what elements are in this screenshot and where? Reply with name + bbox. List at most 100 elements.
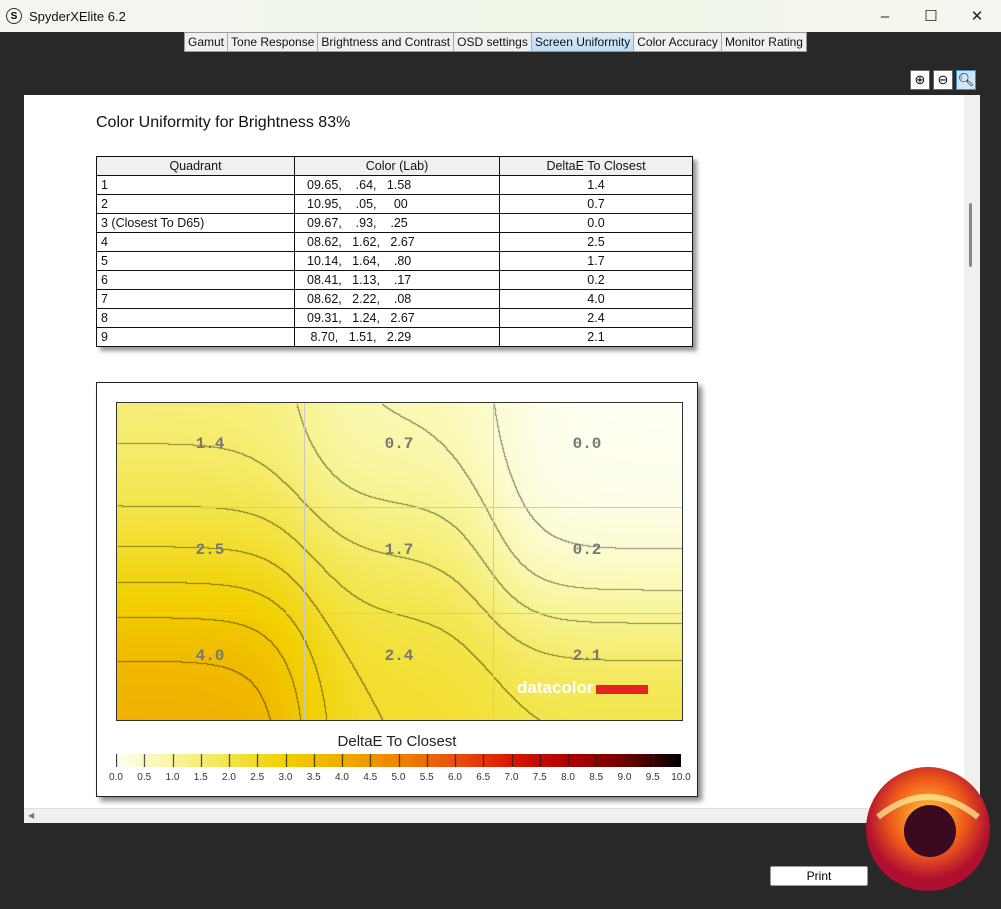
colorbar-tick-label: 1.0 [165, 772, 180, 783]
tab-bar: Gamut Tone Response Brightness and Contr… [184, 32, 807, 52]
colorbar-tick-label: 9.0 [617, 772, 632, 783]
tab-gamut[interactable]: Gamut [185, 33, 229, 51]
col-header: DeltaE To Closest [499, 156, 693, 176]
vertical-scrollbar[interactable] [964, 95, 980, 808]
zoom-out-icon[interactable]: ⊖ [933, 70, 953, 90]
lab-cell: 09.67, .93, .25 [294, 213, 500, 233]
colorbar-title: DeltaE To Closest [337, 733, 457, 750]
horizontal-scrollbar[interactable]: ◀ [24, 808, 980, 823]
quadrant-cell: 6 [96, 270, 295, 290]
table-row: 2 10.95, .05, 00 0.7 [96, 194, 693, 214]
report-title: Color Uniformity for Brightness 83% [96, 114, 351, 131]
watermark-logo [866, 767, 990, 891]
zoom-in-icon[interactable]: ⊕ [910, 70, 930, 90]
col-header: Color (Lab) [294, 156, 500, 176]
colorbar-tick-label: 5.0 [391, 772, 406, 783]
lab-cell: 08.62, 2.22, .08 [294, 289, 500, 309]
colorbar-tick-label: 0.0 [109, 772, 123, 783]
table-row: 7 08.62, 2.22, .08 4.0 [96, 289, 693, 309]
colorbar-tick-label: 5.5 [419, 772, 434, 783]
colorbar-tick-label: 6.5 [476, 772, 491, 783]
tab-osd-settings[interactable]: OSD settings [454, 33, 532, 51]
lab-cell: 09.31, 1.24, 2.67 [294, 308, 500, 328]
cell-value-label: 1.7 [384, 541, 414, 559]
lab-cell: 08.62, 1.62, 2.67 [294, 232, 500, 252]
grid-line [304, 403, 305, 720]
colorbar-tick-label: 2.5 [250, 772, 265, 783]
quadrant-cell: 5 [96, 251, 295, 271]
cell-value-label: 2.5 [195, 541, 225, 559]
quadrant-cell: 7 [96, 289, 295, 309]
table-row: 9 8.70, 1.51, 2.29 2.1 [96, 327, 693, 347]
cell-value-label: 4.0 [195, 647, 225, 665]
grid-line [117, 613, 682, 614]
deltae-cell: 1.7 [499, 251, 693, 271]
cell-value-label: 2.1 [572, 647, 602, 665]
colorbar-tick-label: 0.5 [137, 772, 152, 783]
quadrant-cell: 9 [96, 327, 295, 347]
uniformity-chart: 1.4 0.7 0.0 2.5 1.7 0.2 4.0 2.4 2.1 datacolor De… [96, 382, 698, 797]
colorbar-tick-label: 3.0 [278, 772, 293, 783]
app-icon: S [6, 8, 22, 24]
deltae-cell: 2.5 [499, 232, 693, 252]
grid-line [493, 403, 494, 720]
scroll-left-icon[interactable]: ◀ [28, 811, 35, 820]
cell-value-label: 0.0 [572, 435, 602, 453]
uniformity-table: Quadrant Color (Lab) DeltaE To Closest 1… [96, 156, 693, 347]
tab-brightness-contrast[interactable]: Brightness and Contrast [318, 33, 455, 51]
close-button[interactable]: ✕ [970, 8, 984, 25]
lab-cell: 10.95, .05, 00 [294, 194, 500, 214]
tab-color-accuracy[interactable]: Color Accuracy [634, 33, 722, 51]
deltae-cell: 2.1 [499, 327, 693, 347]
colorbar-tick-label: 9.5 [645, 772, 660, 783]
colorbar-tick-label: 3.5 [306, 772, 321, 783]
scroll-thumb[interactable] [969, 203, 972, 267]
colorbar-tick-label: 2.0 [222, 772, 236, 783]
table-row: 6 08.41, 1.13, .17 0.2 [96, 270, 693, 290]
table-row: 3 (Closest To D65) 09.67, .93, .25 0.0 [96, 213, 693, 233]
col-header: Quadrant [96, 156, 295, 176]
cell-value-label: 1.4 [195, 435, 225, 453]
colorbar-tick-label: 7.5 [532, 772, 547, 783]
cell-value-label: 0.2 [572, 541, 602, 559]
lab-cell: 08.41, 1.13, .17 [294, 270, 500, 290]
quadrant-cell: 1 [96, 175, 295, 195]
colorbar-tick-label: 4.0 [335, 772, 349, 783]
tab-screen-uniformity[interactable]: Screen Uniformity [531, 33, 635, 51]
colorbar-tick-label: 7.0 [504, 772, 519, 783]
deltae-cell: 0.0 [499, 213, 693, 233]
lab-cell: 09.65, .64, 1.58 [294, 175, 500, 195]
cell-value-label: 2.4 [384, 647, 414, 665]
print-button[interactable]: Print [770, 866, 868, 886]
minimize-button[interactable]: – [880, 7, 890, 25]
brand-text: datacolor [517, 678, 594, 697]
tab-monitor-rating[interactable]: Monitor Rating [724, 35, 803, 49]
table-row: 5 10.14, 1.64, .80 1.7 [96, 251, 693, 271]
zoom-fit-icon[interactable]: 🔍︎ [956, 70, 976, 90]
cell-value-label: 0.7 [384, 435, 414, 453]
tab-tone-response[interactable]: Tone Response [228, 33, 319, 51]
maximize-button[interactable]: ☐ [924, 8, 938, 25]
table-row: 8 09.31, 1.24, 2.67 2.4 [96, 308, 693, 328]
colorbar-tick-label: 4.5 [363, 772, 378, 783]
grid-line [117, 507, 682, 508]
datacolor-logo: datacolor [517, 678, 648, 698]
lab-cell: 10.14, 1.64, .80 [294, 251, 500, 271]
colorbar-tick-label: 8.0 [561, 772, 575, 783]
colorbar-tick-label: 6.0 [448, 772, 462, 783]
colorbar-tick-label: 1.5 [193, 772, 208, 783]
lab-cell: 8.70, 1.51, 2.29 [294, 327, 500, 347]
heatmap [116, 402, 683, 721]
table-row: 4 08.62, 1.62, 2.67 2.5 [96, 232, 693, 252]
table-row: 1 09.65, .64, 1.58 1.4 [96, 175, 693, 195]
colorbar-tick-label: 10.0 [671, 772, 691, 783]
quadrant-cell: 4 [96, 232, 295, 252]
deltae-cell: 0.7 [499, 194, 693, 214]
deltae-cell: 0.2 [499, 270, 693, 290]
deltae-cell: 4.0 [499, 289, 693, 309]
quadrant-cell: 2 [96, 194, 295, 214]
quadrant-cell: 8 [96, 308, 295, 328]
deltae-cell: 2.4 [499, 308, 693, 328]
colorbar-tick-label: 8.5 [589, 772, 604, 783]
quadrant-cell: 3 (Closest To D65) [96, 213, 295, 233]
